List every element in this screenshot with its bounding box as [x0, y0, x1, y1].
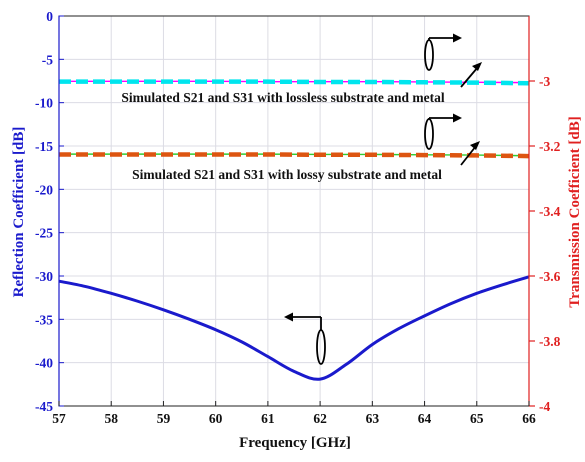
right-y-axis: -3 -3.2 -3.4 -3.6 -3.8 -4	[528, 16, 561, 414]
left-tick-label: -35	[35, 312, 53, 327]
left-y-axis-title: Reflection Coefficient [dB]	[11, 127, 27, 298]
lossy-axis-indicator	[424, 113, 462, 150]
s11-indicator-arrowhead	[284, 312, 293, 322]
series-group	[58, 79, 530, 381]
right-tick-label: -3.4	[539, 204, 561, 219]
left-tick-label: -15	[35, 139, 53, 154]
s11-curve	[58, 275, 530, 381]
left-tick-label: -30	[35, 269, 53, 284]
left-tick-label: -40	[35, 356, 53, 371]
left-tick-label: -5	[42, 52, 53, 67]
lossless-indicator-arrowhead	[453, 33, 462, 43]
right-tick-label: -3	[539, 74, 550, 89]
s11-axis-indicator	[284, 312, 326, 365]
left-tick-label: -45	[35, 399, 53, 414]
lossless-pointer-arrow	[460, 66, 479, 88]
left-tick-label: -25	[35, 226, 53, 241]
lossless-axis-indicator	[424, 33, 462, 71]
x-axis: 57 58 59 60 61 62 63 64 65 66	[52, 401, 536, 426]
right-tick-label: -3.8	[539, 334, 561, 349]
right-tick-label: -4	[539, 399, 550, 414]
pointer-arrows	[460, 62, 482, 166]
x-tick-label: 57	[52, 411, 66, 426]
right-y-axis-title: Transmission Coefficient [dB]	[567, 116, 583, 307]
x-tick-label: 59	[157, 411, 171, 426]
lossy-pointer-arrowhead	[470, 141, 480, 150]
lossy-pointer-arrow	[460, 145, 477, 166]
right-tick-label: -3.2	[539, 139, 561, 154]
s31-lossless-curve	[59, 79, 530, 86]
right-tick-label: -3.6	[539, 269, 561, 284]
x-tick-label: 64	[418, 411, 432, 426]
left-tick-label: -10	[35, 96, 53, 111]
x-tick-label: 61	[261, 411, 275, 426]
left-tick-label: 0	[46, 9, 53, 24]
lossy-indicator-arrowhead	[453, 113, 462, 123]
x-tick-label: 60	[209, 411, 223, 426]
annotation-lossless: Simulated S21 and S31 with lossless subs…	[121, 90, 445, 105]
x-tick-label: 66	[522, 411, 536, 426]
lossless-pointer-arrowhead	[472, 62, 482, 71]
annotation-lossy: Simulated S21 and S31 with lossy substra…	[132, 167, 442, 182]
left-y-axis: 0 -5 -10 -15 -20 -25 -30 -35 -40 -45	[35, 9, 64, 414]
x-axis-title: Frequency [GHz]	[239, 435, 351, 451]
s31-lossy-curve	[59, 152, 530, 159]
x-tick-label: 63	[366, 411, 380, 426]
x-tick-label: 65	[470, 411, 484, 426]
x-tick-label: 62	[313, 411, 327, 426]
left-tick-label: -20	[35, 182, 53, 197]
x-tick-label: 58	[104, 411, 118, 426]
